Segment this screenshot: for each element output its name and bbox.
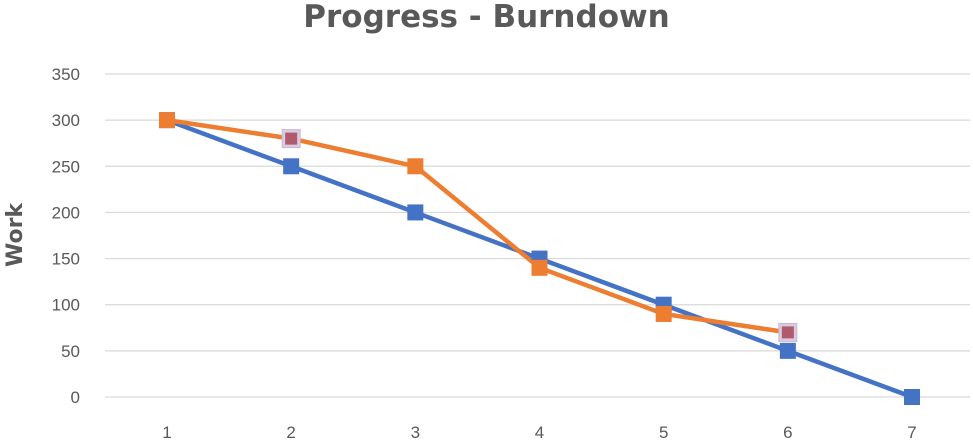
y-tick-label-200: 200 — [52, 203, 80, 222]
y-tick-label-350: 350 — [52, 65, 80, 84]
x-tick-labels: 1 2 3 4 5 6 7 — [162, 423, 916, 441]
y-tick-label-0: 0 — [71, 388, 80, 407]
x-tick-label-1: 1 — [162, 423, 171, 441]
series-2-point-2-highlighted-marker — [285, 132, 298, 145]
x-tick-label-5: 5 — [659, 423, 668, 441]
y-tick-label-150: 150 — [52, 250, 80, 269]
chart-title: Progress - Burndown — [303, 0, 670, 35]
series-1-point-7-marker — [904, 389, 921, 405]
x-tick-label-2: 2 — [286, 423, 295, 441]
x-tick-label-6: 6 — [783, 423, 792, 441]
y-tick-label-100: 100 — [52, 296, 80, 315]
x-tick-label-3: 3 — [411, 423, 420, 441]
y-tick-label-300: 300 — [52, 111, 80, 130]
gridlines — [105, 73, 970, 398]
series-1-point-3-marker — [407, 204, 424, 221]
x-tick-label-4: 4 — [535, 423, 544, 441]
series-markers — [159, 112, 921, 405]
series-1-point-6-marker — [779, 342, 796, 359]
y-tick-label-250: 250 — [52, 157, 80, 176]
y-tick-labels: 0 50 100 150 200 250 300 350 — [52, 65, 80, 407]
x-tick-label-7: 7 — [907, 423, 916, 441]
series-2-line — [166, 117, 789, 335]
y-axis-title: Work — [3, 202, 28, 267]
series-1-point-2-marker — [283, 158, 300, 175]
series-2-point-6-highlighted-marker — [781, 326, 794, 339]
series-2-point-3-marker — [407, 158, 424, 175]
y-tick-label-50: 50 — [61, 342, 80, 361]
series-2-point-1-marker — [159, 112, 175, 129]
series-2-point-5-marker — [655, 305, 672, 322]
series-2-point-4-marker — [531, 259, 548, 276]
